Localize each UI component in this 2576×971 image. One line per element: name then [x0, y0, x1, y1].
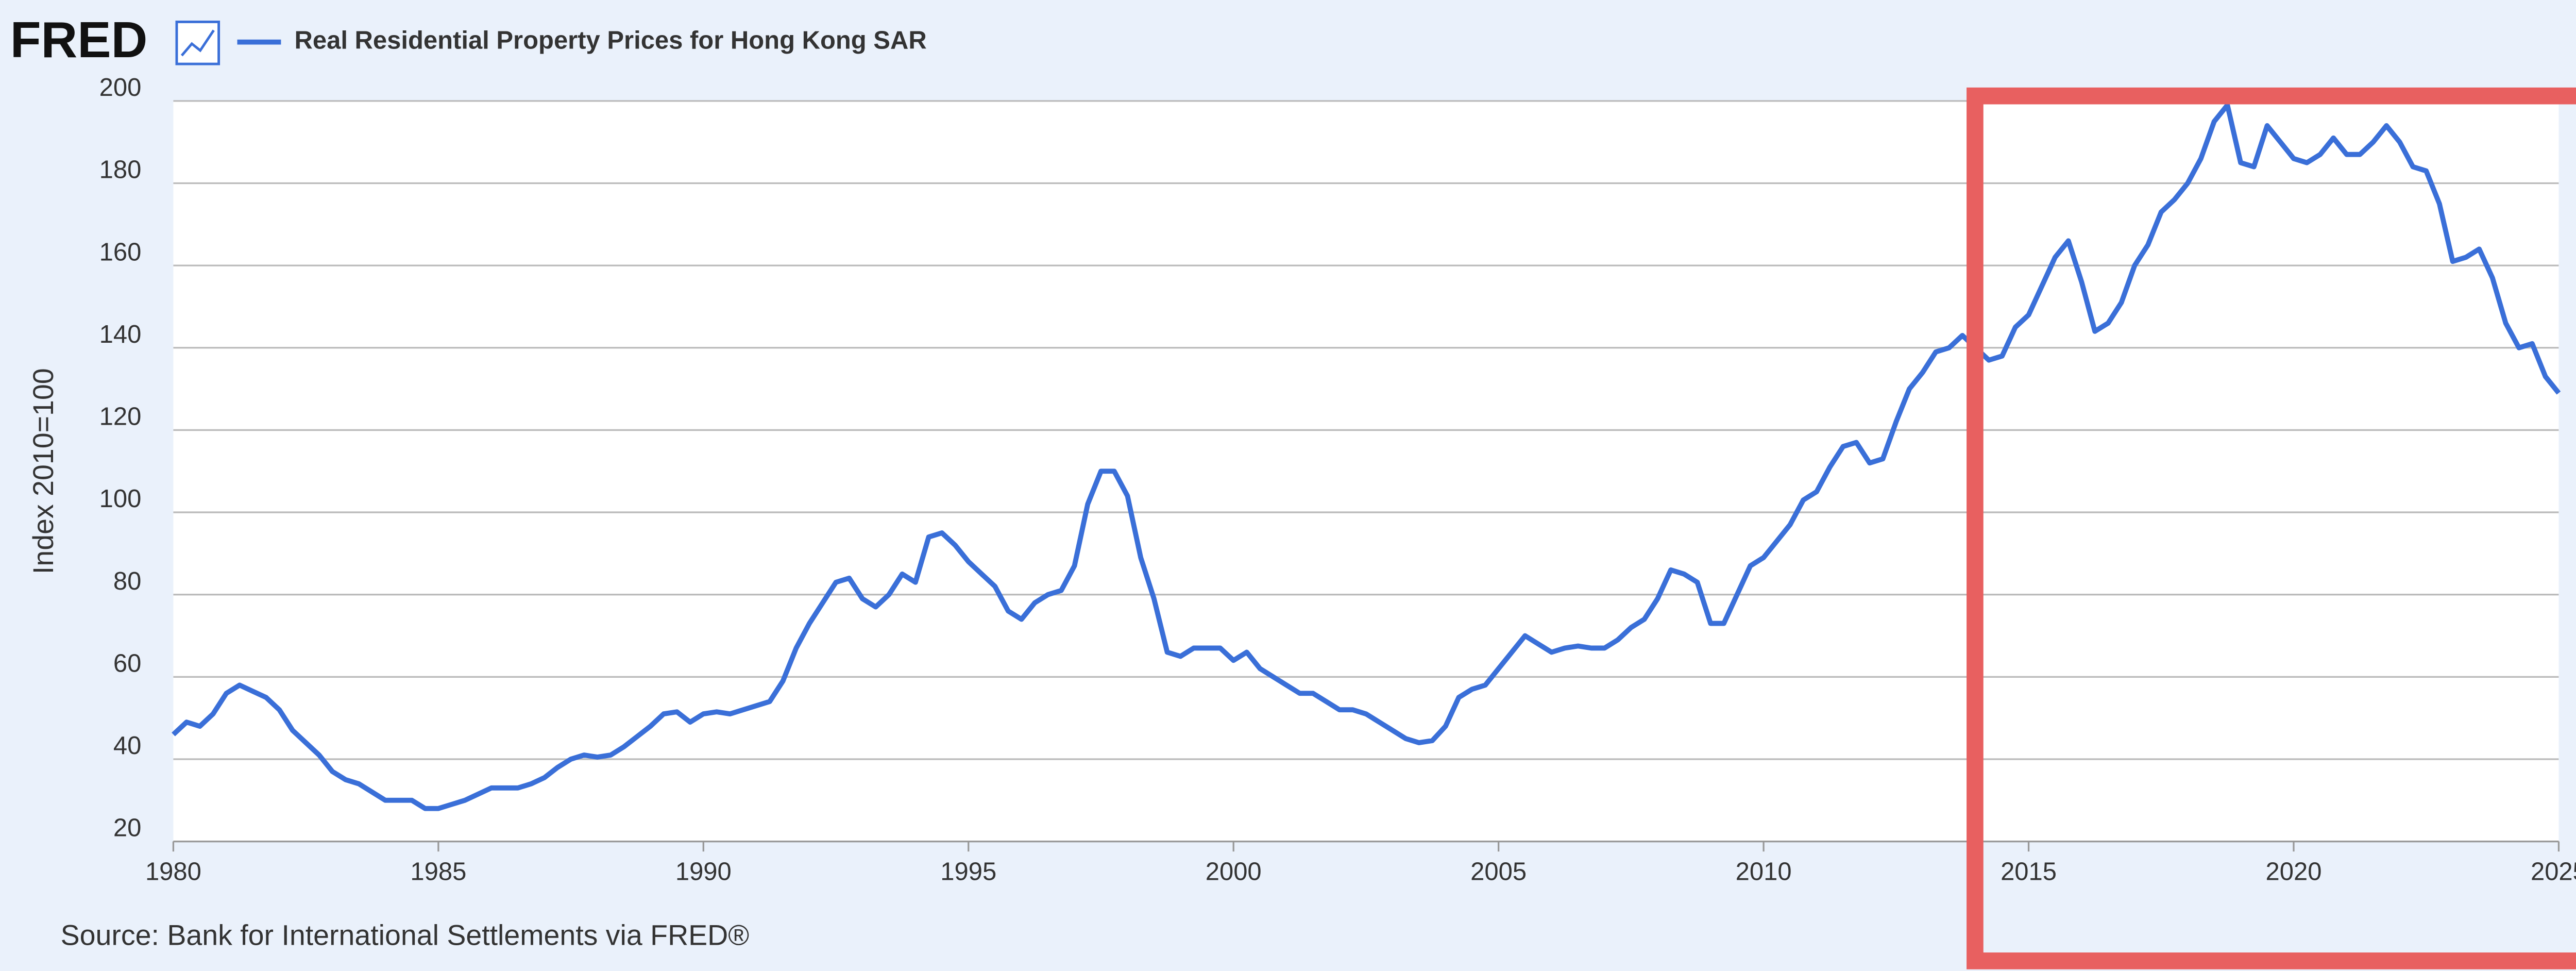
plot: 20 40 60 80 100 120 140 160 180 200 1980 1985 1990 19…	[99, 74, 2576, 886]
x-tick-label: 2020	[2266, 858, 2322, 886]
x-tick-label: 1990	[675, 858, 732, 886]
logo: FRED	[10, 11, 148, 68]
x-tick-label: 2010	[1736, 858, 1792, 886]
logo-icon	[175, 20, 221, 65]
x-tick-label: 2005	[1470, 858, 1527, 886]
y-tick-label: 100	[99, 485, 142, 513]
legend-label: Real Residential Property Prices for Hon…	[295, 27, 927, 55]
y-tick-label: 140	[99, 321, 142, 348]
y-tick-label: 180	[99, 156, 142, 184]
y-axis-title: Index 2010=100	[27, 368, 59, 574]
source-note: Source: Bank for International Settlemen…	[61, 919, 750, 951]
x-tick-label: 1985	[410, 858, 466, 886]
x-tick-label: 1980	[145, 858, 201, 886]
x-tick-label: 2000	[1206, 858, 1262, 886]
y-tick-label: 80	[113, 567, 141, 595]
y-tick-label: 60	[113, 649, 141, 677]
x-tick-label: 1995	[940, 858, 996, 886]
y-tick-label: 160	[99, 238, 142, 266]
x-tick-label: 2015	[2001, 858, 2057, 886]
y-tick-label: 40	[113, 732, 141, 760]
y-tick-label: 20	[113, 814, 141, 842]
plot-area	[173, 101, 2559, 842]
data-line	[172, 102, 2561, 811]
highlight-box	[1967, 87, 2576, 969]
y-tick-label: 200	[99, 74, 142, 102]
y-tick-label: 120	[99, 403, 142, 431]
x-tick-label: 2025	[2531, 858, 2576, 886]
